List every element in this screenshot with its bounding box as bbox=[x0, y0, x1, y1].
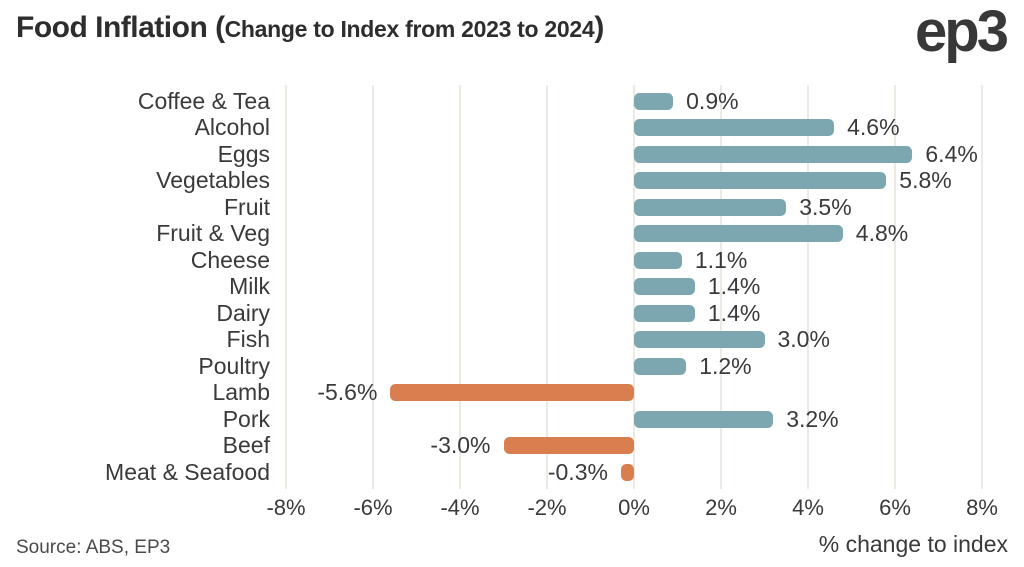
x-tick-label: -8% bbox=[266, 495, 306, 520]
category-label-cheese: Cheese bbox=[190, 246, 270, 273]
value-label-beef: -3.0% bbox=[430, 432, 491, 459]
x-tick-label: 6% bbox=[879, 495, 911, 520]
category-label-alcohol: Alcohol bbox=[194, 114, 270, 141]
bar-vegetables bbox=[634, 172, 887, 189]
value-label-alcohol: 4.6% bbox=[847, 114, 900, 141]
bar-fruit-veg bbox=[634, 225, 843, 242]
bar-milk bbox=[634, 278, 695, 295]
x-tick-label: 8% bbox=[966, 495, 998, 520]
chart-title: Food Inflation (Change to Index from 202… bbox=[16, 8, 604, 45]
x-tick-label: -2% bbox=[527, 495, 567, 520]
value-label-fruit-veg: 4.8% bbox=[855, 220, 909, 247]
x-tick-label: 0% bbox=[618, 495, 650, 520]
category-label-beef: Beef bbox=[222, 432, 270, 459]
category-label-poultry: Poultry bbox=[198, 352, 270, 379]
category-label-lamb: Lamb bbox=[212, 379, 270, 406]
bar-beef bbox=[503, 437, 634, 454]
ep3-logo: ep3 bbox=[915, 0, 1009, 64]
gridline--8% bbox=[285, 85, 287, 489]
gridline-6% bbox=[894, 85, 896, 489]
gridline--4% bbox=[459, 85, 461, 489]
category-label-vegetables: Vegetables bbox=[156, 167, 270, 194]
value-label-milk: 1.4% bbox=[707, 273, 761, 300]
category-label-meat-seafood: Meat & Seafood bbox=[105, 458, 270, 485]
category-label-coffee-tea: Coffee & Tea bbox=[137, 87, 270, 114]
category-label-milk: Milk bbox=[229, 273, 270, 300]
value-label-coffee-tea: 0.9% bbox=[686, 87, 739, 114]
value-label-fish: 3.0% bbox=[777, 326, 830, 353]
bar-pork bbox=[634, 410, 774, 428]
bar-poultry bbox=[634, 357, 687, 375]
chart-title-subtitle: Change to Index from 2023 to 2024 bbox=[224, 16, 595, 42]
category-label-pork: Pork bbox=[222, 405, 270, 432]
bar-eggs bbox=[634, 145, 913, 163]
category-label-fish: Fish bbox=[226, 326, 270, 353]
value-label-vegetables: 5.8% bbox=[899, 167, 952, 194]
value-label-poultry: 1.2% bbox=[699, 352, 752, 379]
bar-lamb bbox=[390, 384, 634, 401]
value-label-meat-seafood: -0.3% bbox=[547, 458, 608, 485]
value-label-cheese: 1.1% bbox=[694, 246, 748, 273]
x-tick-label: -6% bbox=[353, 495, 393, 520]
gridline-2% bbox=[720, 85, 722, 489]
gridline--6% bbox=[372, 85, 374, 489]
gridline--2% bbox=[546, 85, 548, 489]
bar-fish bbox=[634, 331, 765, 348]
gridline-4% bbox=[807, 85, 809, 489]
gridline-8% bbox=[981, 85, 983, 489]
bar-meat-seafood bbox=[620, 463, 634, 481]
category-label-dairy: Dairy bbox=[216, 299, 270, 326]
chart-title-close-paren: ) bbox=[594, 11, 604, 44]
category-label-fruit: Fruit bbox=[224, 193, 270, 220]
x-axis-title: % change to index bbox=[818, 531, 1008, 557]
source-note: Source: ABS, EP3 bbox=[16, 537, 171, 558]
value-label-fruit: 3.5% bbox=[799, 193, 852, 220]
value-label-pork: 3.2% bbox=[786, 405, 839, 432]
value-label-lamb: -5.6% bbox=[317, 379, 378, 406]
category-label-eggs: Eggs bbox=[217, 140, 270, 167]
category-label-fruit-veg: Fruit & Veg bbox=[156, 220, 270, 247]
bar-alcohol bbox=[634, 119, 835, 136]
value-label-eggs: 6.4% bbox=[925, 140, 978, 167]
bar-coffee-tea bbox=[634, 92, 674, 110]
bar-cheese bbox=[634, 251, 682, 269]
value-label-dairy: 1.4% bbox=[707, 299, 761, 326]
x-tick-label: 4% bbox=[792, 495, 824, 520]
bar-fruit bbox=[634, 198, 787, 216]
x-tick-label: 2% bbox=[705, 495, 737, 520]
bar-dairy bbox=[634, 304, 695, 322]
chart-title-main: Food Inflation ( bbox=[16, 11, 225, 44]
x-tick-label: -4% bbox=[440, 495, 480, 520]
